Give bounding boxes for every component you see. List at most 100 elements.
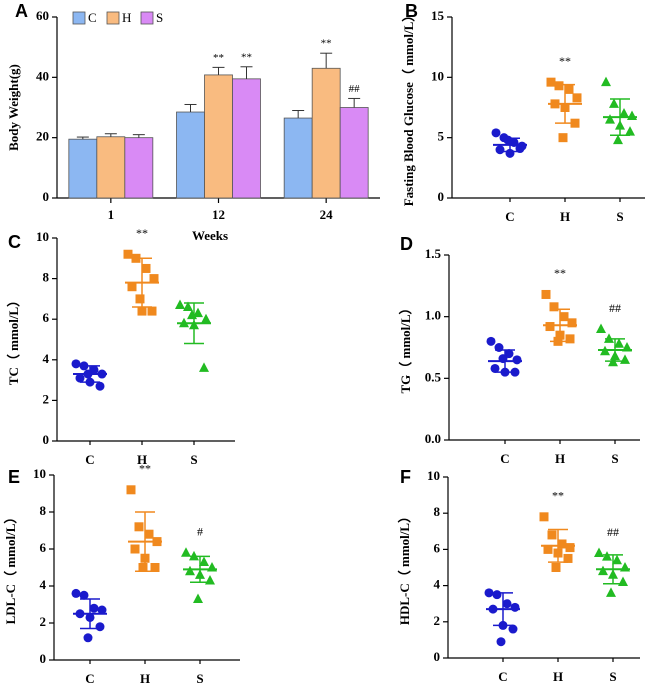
data-point xyxy=(75,373,85,383)
data-point xyxy=(127,282,137,292)
y-tick-label: 5 xyxy=(438,129,445,144)
panel-label: F xyxy=(400,467,411,487)
data-point xyxy=(609,98,619,108)
x-tick-label: H xyxy=(137,452,147,467)
data-point xyxy=(183,301,193,312)
data-point xyxy=(134,522,144,532)
significance-label: ** xyxy=(136,226,148,240)
panel-label: C xyxy=(8,232,21,252)
x-tick-label: S xyxy=(611,451,618,466)
data-point xyxy=(181,547,191,557)
x-tick-label: C xyxy=(505,209,514,224)
y-tick-label: 6 xyxy=(43,310,50,325)
data-point xyxy=(613,134,623,145)
x-tick-label: S xyxy=(609,669,616,684)
bar xyxy=(283,117,313,199)
data-point xyxy=(554,81,564,91)
data-point xyxy=(495,145,505,155)
significance-label: ** xyxy=(552,489,564,503)
y-tick-label: 0.0 xyxy=(425,431,441,446)
x-tick-label: C xyxy=(85,452,94,467)
y-tick-label: 0 xyxy=(434,649,441,664)
data-point xyxy=(502,599,512,609)
significance-label: ** xyxy=(554,266,566,280)
y-tick-label: 0 xyxy=(43,189,50,204)
data-point xyxy=(504,349,514,359)
data-point xyxy=(515,144,525,154)
y-tick-label: 0 xyxy=(43,432,50,447)
data-point xyxy=(149,274,159,284)
y-tick-label: 2 xyxy=(434,613,441,628)
x-axis-label: Weeks xyxy=(192,228,228,243)
significance-label: ** xyxy=(213,52,224,64)
significance-label: # xyxy=(197,524,203,538)
x-tick-label: 12 xyxy=(212,207,225,222)
data-point xyxy=(193,593,203,603)
data-point xyxy=(572,93,582,103)
data-point xyxy=(594,547,604,558)
y-tick-label: 1.0 xyxy=(425,308,441,323)
data-point xyxy=(150,563,160,572)
data-point xyxy=(567,318,577,328)
data-point xyxy=(491,128,501,138)
data-point xyxy=(185,565,195,576)
x-tick-label: 1 xyxy=(108,207,115,222)
data-point xyxy=(141,263,151,273)
data-point xyxy=(71,588,81,598)
y-tick-label: 15 xyxy=(431,8,445,23)
data-point xyxy=(606,587,616,597)
bar xyxy=(124,137,154,199)
panel-label: A xyxy=(15,1,28,21)
legend-swatch xyxy=(140,11,154,25)
y-tick-label: 4 xyxy=(43,351,50,366)
data-point xyxy=(539,512,549,522)
data-point xyxy=(558,133,568,143)
data-point xyxy=(602,551,612,561)
legend-swatch xyxy=(72,11,86,25)
data-point xyxy=(71,359,81,369)
bar xyxy=(176,111,205,199)
significance-label: ## xyxy=(349,83,361,95)
data-point xyxy=(605,114,615,124)
data-point xyxy=(545,322,555,332)
y-tick-label: 10 xyxy=(427,468,440,483)
panel-label: B xyxy=(405,1,418,21)
y-tick-label: 8 xyxy=(43,270,50,285)
y-tick-label: 8 xyxy=(40,503,47,518)
x-tick-label: H xyxy=(553,669,563,684)
data-point xyxy=(510,602,520,612)
y-axis-label: Fasting Blood Glucose（ mmol/L） xyxy=(401,9,416,207)
data-point xyxy=(138,563,148,572)
data-point xyxy=(563,553,573,563)
data-point xyxy=(596,323,606,333)
data-point xyxy=(89,603,99,613)
significance-label: ** xyxy=(139,462,151,476)
data-point xyxy=(137,306,147,316)
data-point xyxy=(512,355,522,365)
y-tick-label: 40 xyxy=(36,68,49,83)
data-point xyxy=(95,381,105,391)
data-point xyxy=(484,588,494,598)
legend-label: H xyxy=(122,10,131,25)
y-tick-label: 10 xyxy=(36,229,49,244)
data-point xyxy=(503,135,513,145)
x-tick-label: C xyxy=(85,671,94,685)
data-point xyxy=(492,590,502,600)
significance-label: ** xyxy=(559,54,571,68)
legend-swatch xyxy=(106,11,120,25)
data-point xyxy=(199,362,209,372)
data-point xyxy=(559,312,569,322)
y-tick-label: 6 xyxy=(434,540,441,555)
data-point xyxy=(557,539,567,549)
data-point xyxy=(199,556,209,566)
data-point xyxy=(201,313,211,324)
legend-label: C xyxy=(88,10,97,25)
y-tick-label: 6 xyxy=(40,540,47,555)
data-point xyxy=(175,299,185,309)
data-point xyxy=(619,108,629,118)
bar xyxy=(311,67,341,199)
x-tick-label: H xyxy=(555,451,565,466)
significance-label: ** xyxy=(321,38,332,50)
y-tick-label: 10 xyxy=(33,466,46,481)
